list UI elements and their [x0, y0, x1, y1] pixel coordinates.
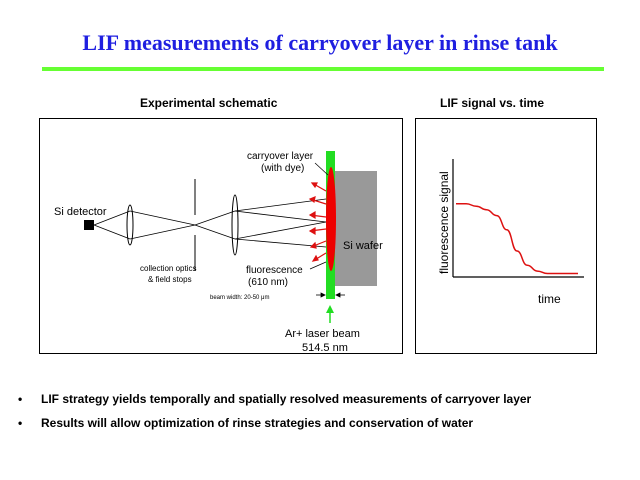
light-paths: [93, 198, 327, 248]
fluorescence-label-1: fluorescence: [246, 265, 303, 276]
x-axis-label: time: [538, 292, 561, 306]
lens-left: [126, 204, 134, 246]
bullet-item: • Results will allow optimization of rin…: [18, 416, 633, 440]
laser-arrow: [326, 305, 334, 323]
schematic-diagram: Si detector collection optics & field st…: [54, 151, 383, 354]
carryover-layer-label-2: (with dye): [261, 163, 304, 174]
fluorescence-label-2: (610 nm): [248, 277, 288, 288]
title-underline: [42, 67, 604, 71]
fluorescence-arrows: [308, 182, 327, 262]
schematic-heading: Experimental schematic: [140, 96, 278, 110]
beam-width-marker: [316, 292, 345, 298]
si-wafer-label: Si wafer: [343, 240, 383, 252]
slide-title: LIF measurements of carryover layer in r…: [82, 30, 558, 55]
bullet-list: • LIF strategy yields temporally and spa…: [18, 392, 633, 440]
si-wafer: [329, 171, 377, 286]
si-detector: [84, 220, 94, 230]
collection-optics-label-2: & field stops: [148, 275, 192, 284]
bullet-marker: •: [18, 392, 23, 406]
y-axis-label: fluorescence signal: [437, 171, 451, 274]
signal-chart: fluorescence signal time: [437, 159, 584, 306]
laser-beam-label-2: 514.5 nm: [302, 342, 348, 353]
signal-panel: fluorescence signal time: [415, 118, 597, 354]
bullet-text: LIF strategy yields temporally and spati…: [41, 392, 532, 406]
signal-curve: [455, 203, 578, 275]
beam-width-label: beam width: 20-50 μm: [210, 295, 269, 301]
bullet-text: Results will allow optimization of rinse…: [41, 416, 474, 430]
bullet-item: • LIF strategy yields temporally and spa…: [18, 392, 633, 416]
laser-beam-label-1: Ar+ laser beam: [285, 328, 360, 340]
signal-heading: LIF signal vs. time: [440, 96, 545, 110]
carryover-layer-label-1: carryover layer: [247, 151, 314, 162]
si-detector-label: Si detector: [54, 206, 107, 218]
carryover-layer: [326, 167, 336, 271]
lens-right: [231, 194, 239, 256]
bullet-marker: •: [18, 416, 23, 430]
schematic-panel: Si detector collection optics & field st…: [39, 118, 403, 354]
collection-optics-label-1: collection optics: [140, 264, 196, 273]
